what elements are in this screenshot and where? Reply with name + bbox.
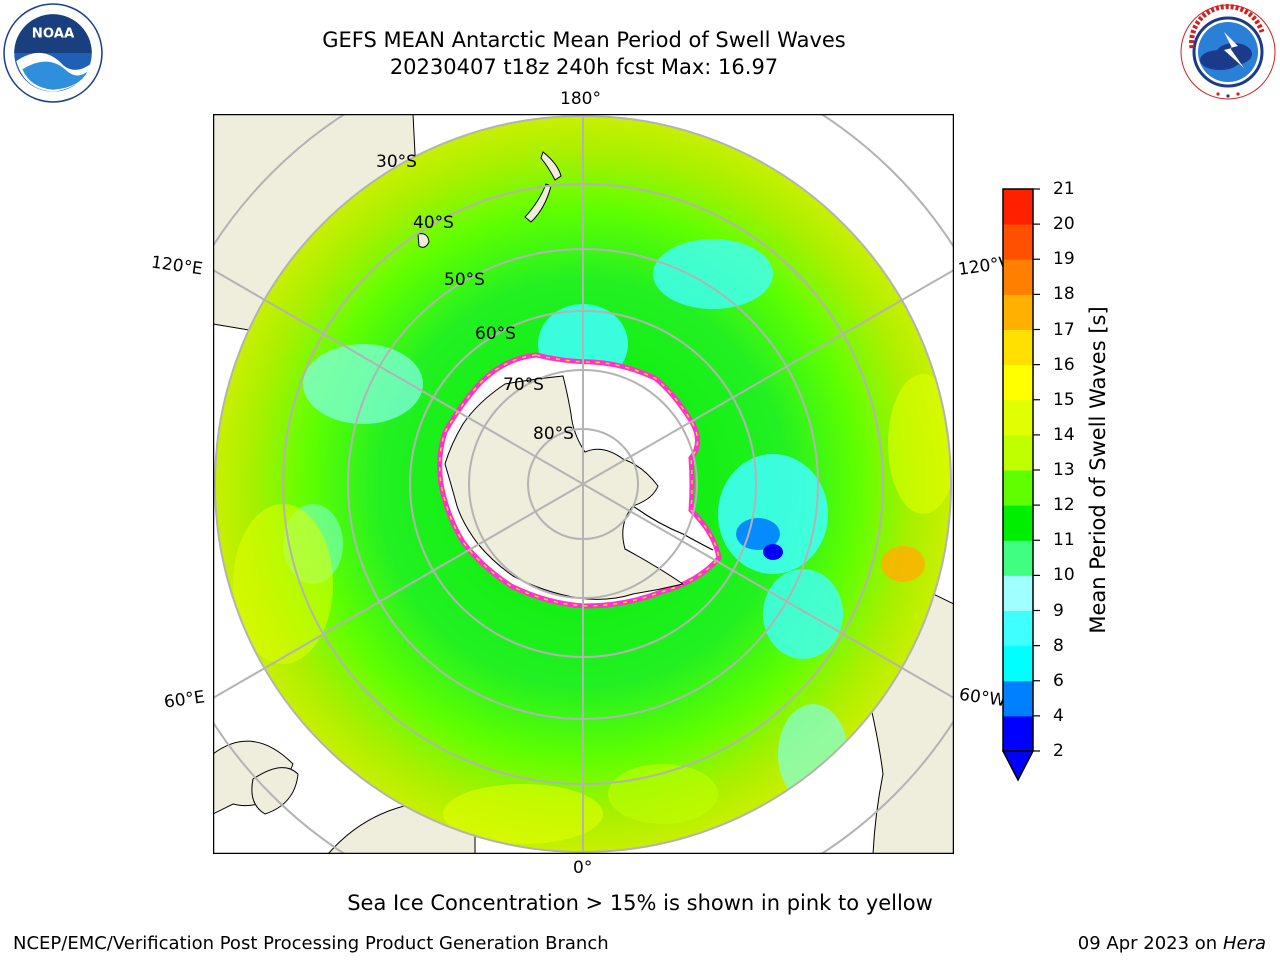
colorbar-swatch — [1003, 364, 1033, 401]
colorbar-tick-label: 13 — [1053, 460, 1075, 480]
colorbar-tick-label: 19 — [1053, 249, 1075, 270]
colorbar-swatch — [1003, 680, 1033, 717]
antarctica-landmass — [444, 375, 685, 600]
orange-swell-region — [881, 546, 925, 582]
lat-label-60s: 60°S — [475, 324, 516, 344]
lat-label-50s: 50°S — [444, 270, 485, 290]
colorbar-tick-label: 9 — [1053, 600, 1064, 621]
colorbar-tick-label: 10 — [1053, 565, 1075, 586]
colorbar-swatch — [1003, 715, 1033, 752]
noaa-logo: NOAA — [3, 3, 103, 103]
colorbar-swatch — [1003, 434, 1033, 471]
colorbar-swatch — [1003, 329, 1033, 366]
lat-label-40s: 40°S — [413, 213, 454, 233]
colorbar-swatch — [1003, 224, 1033, 260]
yellow-swell-region — [443, 784, 603, 844]
colorbar-swatch — [1003, 259, 1033, 295]
cyan-swell-region — [303, 344, 423, 424]
africa-landmass — [213, 740, 294, 815]
colorbar-swatch — [1003, 399, 1033, 436]
chart-subtitle: 20230407 t18z 240h fcst Max: 16.97 — [389, 55, 779, 79]
colorbar-extend-min — [1001, 750, 1035, 782]
lat-label-30s: 30°S — [376, 152, 417, 172]
colorbar-swatch — [1003, 189, 1033, 225]
blue-swell-region — [763, 544, 783, 560]
lon-label-180: 180° — [560, 89, 601, 109]
antarctic-swell-period-map — [213, 114, 954, 854]
colorbar-label: Mean Period of Swell Waves [s] — [1086, 306, 1110, 634]
colorbar-swatch — [1003, 470, 1033, 506]
colorbar-swatch — [1003, 505, 1033, 541]
colorbar-swatch — [1003, 610, 1033, 647]
colorbar-tick-label: 11 — [1053, 530, 1075, 551]
colorbar-tick-label: 8 — [1053, 635, 1064, 656]
cyan-swell-region — [763, 569, 843, 659]
lon-label-60e: 60°E — [162, 687, 207, 713]
colorbar-tick-label: 2 — [1053, 741, 1064, 761]
lat-label-80s: 80°S — [533, 424, 574, 444]
lat-label-70s: 70°S — [503, 375, 544, 395]
colorbar-swatches — [1003, 189, 1033, 752]
tasmania-landmass — [417, 233, 430, 248]
colorbar-tick-label: 4 — [1053, 705, 1064, 726]
colorbar-tick-label: 20 — [1053, 214, 1075, 235]
antarctic-peninsula — [632, 505, 714, 551]
colorbar-tick-label: 12 — [1053, 495, 1075, 516]
colorbar-tick-label: 14 — [1053, 424, 1075, 445]
footer-host: Hera — [1222, 933, 1266, 954]
colorbar-swatch — [1003, 294, 1033, 330]
colorbar-tick-label: 16 — [1053, 354, 1075, 375]
nws-logo — [1180, 4, 1276, 100]
yellow-swell-region — [888, 374, 951, 514]
lon-label-120e: 120°E — [149, 252, 204, 280]
colorbar-tick-label: 21 — [1053, 179, 1075, 199]
africa-landmass — [251, 767, 299, 815]
new-zealand-landmass — [540, 151, 562, 181]
footer-date: 09 Apr 2023 on Hera — [1078, 933, 1266, 954]
sea-ice-note: Sea Ice Concentration > 15% is shown in … — [347, 891, 933, 915]
colorbar-tick-label: 17 — [1053, 319, 1075, 340]
colorbar-ticks — [1033, 188, 1040, 752]
colorbar-swatch — [1003, 540, 1033, 576]
colorbar-swatch — [1003, 575, 1033, 611]
new-zealand-landmass — [524, 183, 552, 223]
colorbar — [1001, 188, 1040, 782]
colorbar-tick-label: 18 — [1053, 284, 1075, 305]
footer-date-text: 09 Apr 2023 on — [1077, 933, 1223, 954]
footer-credit: NCEP/EMC/Verification Post Processing Pr… — [13, 933, 609, 954]
yellow-swell-region — [233, 504, 333, 664]
colorbar-swatch — [1003, 645, 1033, 682]
chart-title: GEFS MEAN Antarctic Mean Period of Swell… — [322, 28, 846, 52]
colorbar-tick-label: 6 — [1053, 670, 1064, 691]
svg-text:NOAA: NOAA — [32, 27, 75, 42]
colorbar-tick-label: 15 — [1053, 389, 1075, 410]
cyan-swell-region — [653, 239, 773, 309]
lon-label-0: 0° — [573, 858, 593, 878]
